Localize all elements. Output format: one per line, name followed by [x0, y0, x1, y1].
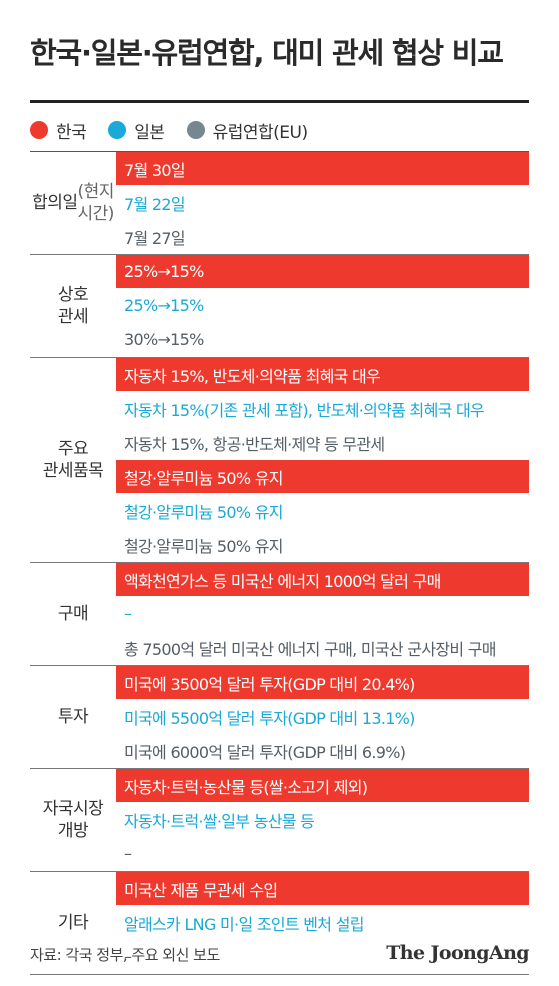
- row-eu: 총 7500억 달러 미국산 에너지 구매, 미국산 군사장비 구매: [124, 639, 497, 659]
- section-purchase: 구매 액화천연가스 등 미국산 에너지 1000억 달러 구매 – 총 7500억 달…: [30, 563, 529, 666]
- legend-item-korea: 한국: [30, 118, 87, 143]
- row-eu: 철강·알루미늄 50% 유지: [124, 536, 283, 556]
- source-note: 자료: 각국 정부, 주요 외신 보도: [30, 946, 220, 964]
- row-eu: 7월 27일: [124, 228, 186, 248]
- section-agreement-date: 합의일 (현지 시간) 7월 30일 7월 22일 7월 27일: [30, 152, 529, 255]
- row-eu: 자동차 15%, 항공·반도체·제약 등 무관세: [124, 434, 385, 454]
- legend: 한국 일본 유럽연합(EU): [30, 118, 330, 143]
- row-kr: 미국에 3500억 달러 투자(GDP 대비 20.4%): [116, 666, 529, 699]
- section-rows: 25%→15% 25%→15% 30%→15%: [116, 255, 529, 357]
- legend-dot-eu: [186, 121, 205, 139]
- row-kr: 미국산 제품 무관세 수입: [116, 872, 529, 905]
- section-label-text: 자국시장 개방: [42, 799, 104, 841]
- row-jp: 자동차·트럭·쌀·일부 농산물 등: [124, 811, 315, 831]
- publisher-logo: The JoongAng: [386, 942, 529, 964]
- row-jp: 25%→15%: [124, 296, 204, 315]
- section-label: 주요 관세품목: [30, 358, 116, 562]
- section-label-text: 투자: [57, 707, 89, 727]
- row-jp: 알래스카 LNG 미·일 조인트 벤처 설립: [124, 914, 364, 934]
- row-eu: –: [124, 947, 132, 966]
- row-kr: 액화천연가스 등 미국산 에너지 1000억 달러 구매: [116, 563, 529, 596]
- section-rows: 자동차·트럭·농산물 등(쌀·소고기 제외) 자동차·트럭·쌀·일부 농산물 등 –: [116, 769, 529, 871]
- section-reciprocal-tariff: 상호 관세 25%→15% 25%→15% 30%→15%: [30, 255, 529, 358]
- legend-label: 유럽연합(EU): [212, 122, 309, 143]
- row-eu: 미국에 6000억 달러 투자(GDP 대비 6.9%): [124, 742, 406, 762]
- row-jp: 자동차 15%(기존 관세 포함), 반도체·의약품 최혜국 대우: [124, 400, 485, 420]
- legend-item-eu: 유럽연합(EU): [186, 118, 309, 143]
- section-investment: 투자 미국에 3500억 달러 투자(GDP 대비 20.4%) 미국에 5500억…: [30, 666, 529, 769]
- section-label: 투자: [30, 666, 116, 768]
- section-rows: 7월 30일 7월 22일 7월 27일: [116, 152, 529, 254]
- section-rows: 미국에 3500억 달러 투자(GDP 대비 20.4%) 미국에 5500억 달…: [116, 666, 529, 768]
- legend-label: 일본: [134, 122, 165, 143]
- legend-dot-japan: [108, 121, 127, 139]
- row-kr: 25%→15%: [116, 255, 529, 288]
- section-label: 자국시장 개방: [30, 769, 116, 871]
- section-rows: 액화천연가스 등 미국산 에너지 1000억 달러 구매 – 총 7500억 달러 …: [116, 563, 529, 665]
- section-label-text: 구매: [57, 604, 89, 624]
- row-eu: –: [124, 844, 132, 863]
- section-label-text: 상호 관세: [57, 285, 89, 327]
- section-label: 합의일 (현지 시간): [30, 152, 116, 254]
- row-kr: 자동차·트럭·농산물 등(쌀·소고기 제외): [116, 769, 529, 802]
- row-jp: 철강·알루미늄 50% 유지: [124, 502, 283, 522]
- legend-label: 한국: [56, 122, 87, 143]
- page-title: 한국·일본·유럽연합, 대미 관세 협상 비교: [30, 36, 504, 70]
- row-kr: 자동차 15%, 반도체·의약품 최혜국 대우: [116, 358, 529, 391]
- row-kr: 철강·알루미늄 50% 유지: [116, 460, 529, 493]
- legend-dot-korea: [30, 121, 48, 139]
- row-kr: 7월 30일: [116, 152, 529, 185]
- section-label-text: 합의일: [32, 193, 78, 213]
- row-jp: –: [124, 604, 132, 623]
- title-divider: [30, 100, 529, 103]
- row-jp: 미국에 5500억 달러 투자(GDP 대비 13.1%): [124, 708, 415, 728]
- section-label-text: 기타: [57, 913, 89, 933]
- section-market-opening: 자국시장 개방 자동차·트럭·농산물 등(쌀·소고기 제외) 자동차·트럭·쌀·일부…: [30, 769, 529, 872]
- section-label: 구매: [30, 563, 116, 665]
- row-eu: 30%→15%: [124, 330, 204, 349]
- section-label: 상호 관세: [30, 255, 116, 357]
- section-label: 기타: [30, 872, 116, 974]
- section-label-sub: (현지 시간): [77, 182, 115, 224]
- row-jp: 7월 22일: [124, 194, 186, 214]
- legend-divider: [30, 151, 529, 152]
- section-label-text: 주요 관세품목: [42, 439, 104, 481]
- legend-item-japan: 일본: [108, 118, 165, 143]
